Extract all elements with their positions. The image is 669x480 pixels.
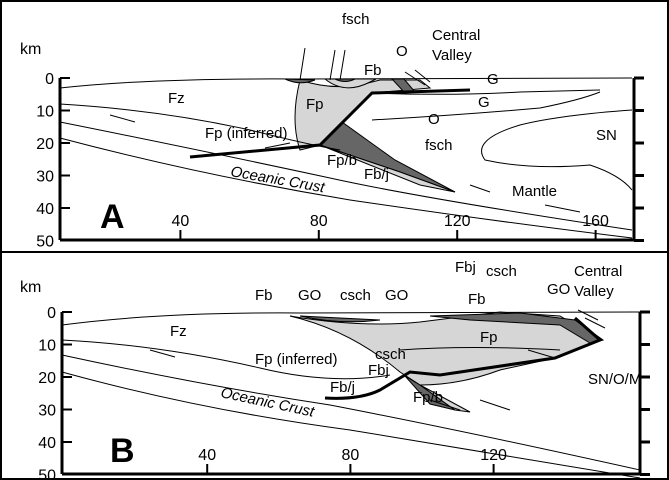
unit-label-text: G [487,71,499,88]
unit-label-text: fsch [342,11,370,28]
unit-label-text: Fp/b [327,152,357,169]
unit-label-text: Valley [574,283,614,300]
unit-label-text: Fb [255,287,273,304]
y-tick-label: 0 [47,305,56,322]
unit-label-text: fsch [425,137,453,154]
y-tick-label: 0 [45,71,54,88]
unit-label-text: Fb [364,62,382,79]
unit-label-text: GO [298,287,321,304]
unit-label-text: Oceanic Crust [229,163,326,196]
unit-label-text: Fz [168,90,185,107]
unit-label: km [20,279,41,296]
y-tick-label: 50 [38,468,56,480]
unit-label-text: csch [340,287,371,304]
panel-letter: A [100,198,125,236]
unit-label-text: O [428,111,440,128]
unit-label-text: Central [432,27,480,44]
unit-label-text: GO [385,287,408,304]
unit-label: km [20,41,41,58]
x-tick-label: 160 [582,213,609,230]
y-tick-label: 30 [38,403,56,420]
unit-label-text: GO [547,281,570,298]
unit-label-text: Mantle [512,183,557,200]
unit-label-text: csch [375,346,406,363]
unit-label-text: csch [486,263,517,280]
unit-label-text: Fz [170,323,187,340]
unit-label-text: Fp (inferred) [205,125,288,142]
unit-label-text: Fbj [368,362,389,379]
y-tick-label: 20 [36,136,54,153]
x-tick-label: 80 [310,213,328,230]
unit-label-text: O [396,43,408,60]
unit-label-text: Fb/j [330,379,355,396]
y-tick-label: 40 [36,201,54,218]
unit-label-text: Valley [432,47,472,64]
y-tick-label: 10 [36,104,54,121]
x-tick-label: 80 [342,447,360,464]
y-tick-label: 50 [36,234,54,251]
unit-label-text: Fp (inferred) [255,351,338,368]
fz-base [62,340,390,379]
unit-label-text: Central [574,263,622,280]
sn-boundary [482,110,632,190]
panel-letter: B [110,432,135,470]
unit-label-text: SN [596,127,617,144]
unit-label-text: G [478,94,490,111]
panel-a-geology [60,48,632,238]
unit-label-text: Oceanic Crust [219,384,316,421]
unit-label-text: SN/O/M [588,371,641,388]
x-tick-label: 40 [198,447,216,464]
y-tick-label: 20 [38,370,56,387]
x-tick-label: 40 [172,213,190,230]
x-tick-label: 120 [480,447,507,464]
unit-label-text: Fbj [455,259,476,276]
x-tick-label: 120 [444,213,471,230]
figure: 0 10 20 30 40 50 40 80 120 160 km Afsch Central Valle… [0,0,669,480]
y-tick-label: 40 [38,435,56,452]
unit-label-text: Fp [480,329,498,346]
unit-label-text: Fp/b [413,389,443,406]
y-tick-label: 30 [36,169,54,186]
unit-label-text: Fp [306,96,324,113]
unit-label-text: Fb/j [364,166,389,183]
y-tick-label: 10 [38,338,56,355]
unit-label-text: Fb [468,291,486,308]
